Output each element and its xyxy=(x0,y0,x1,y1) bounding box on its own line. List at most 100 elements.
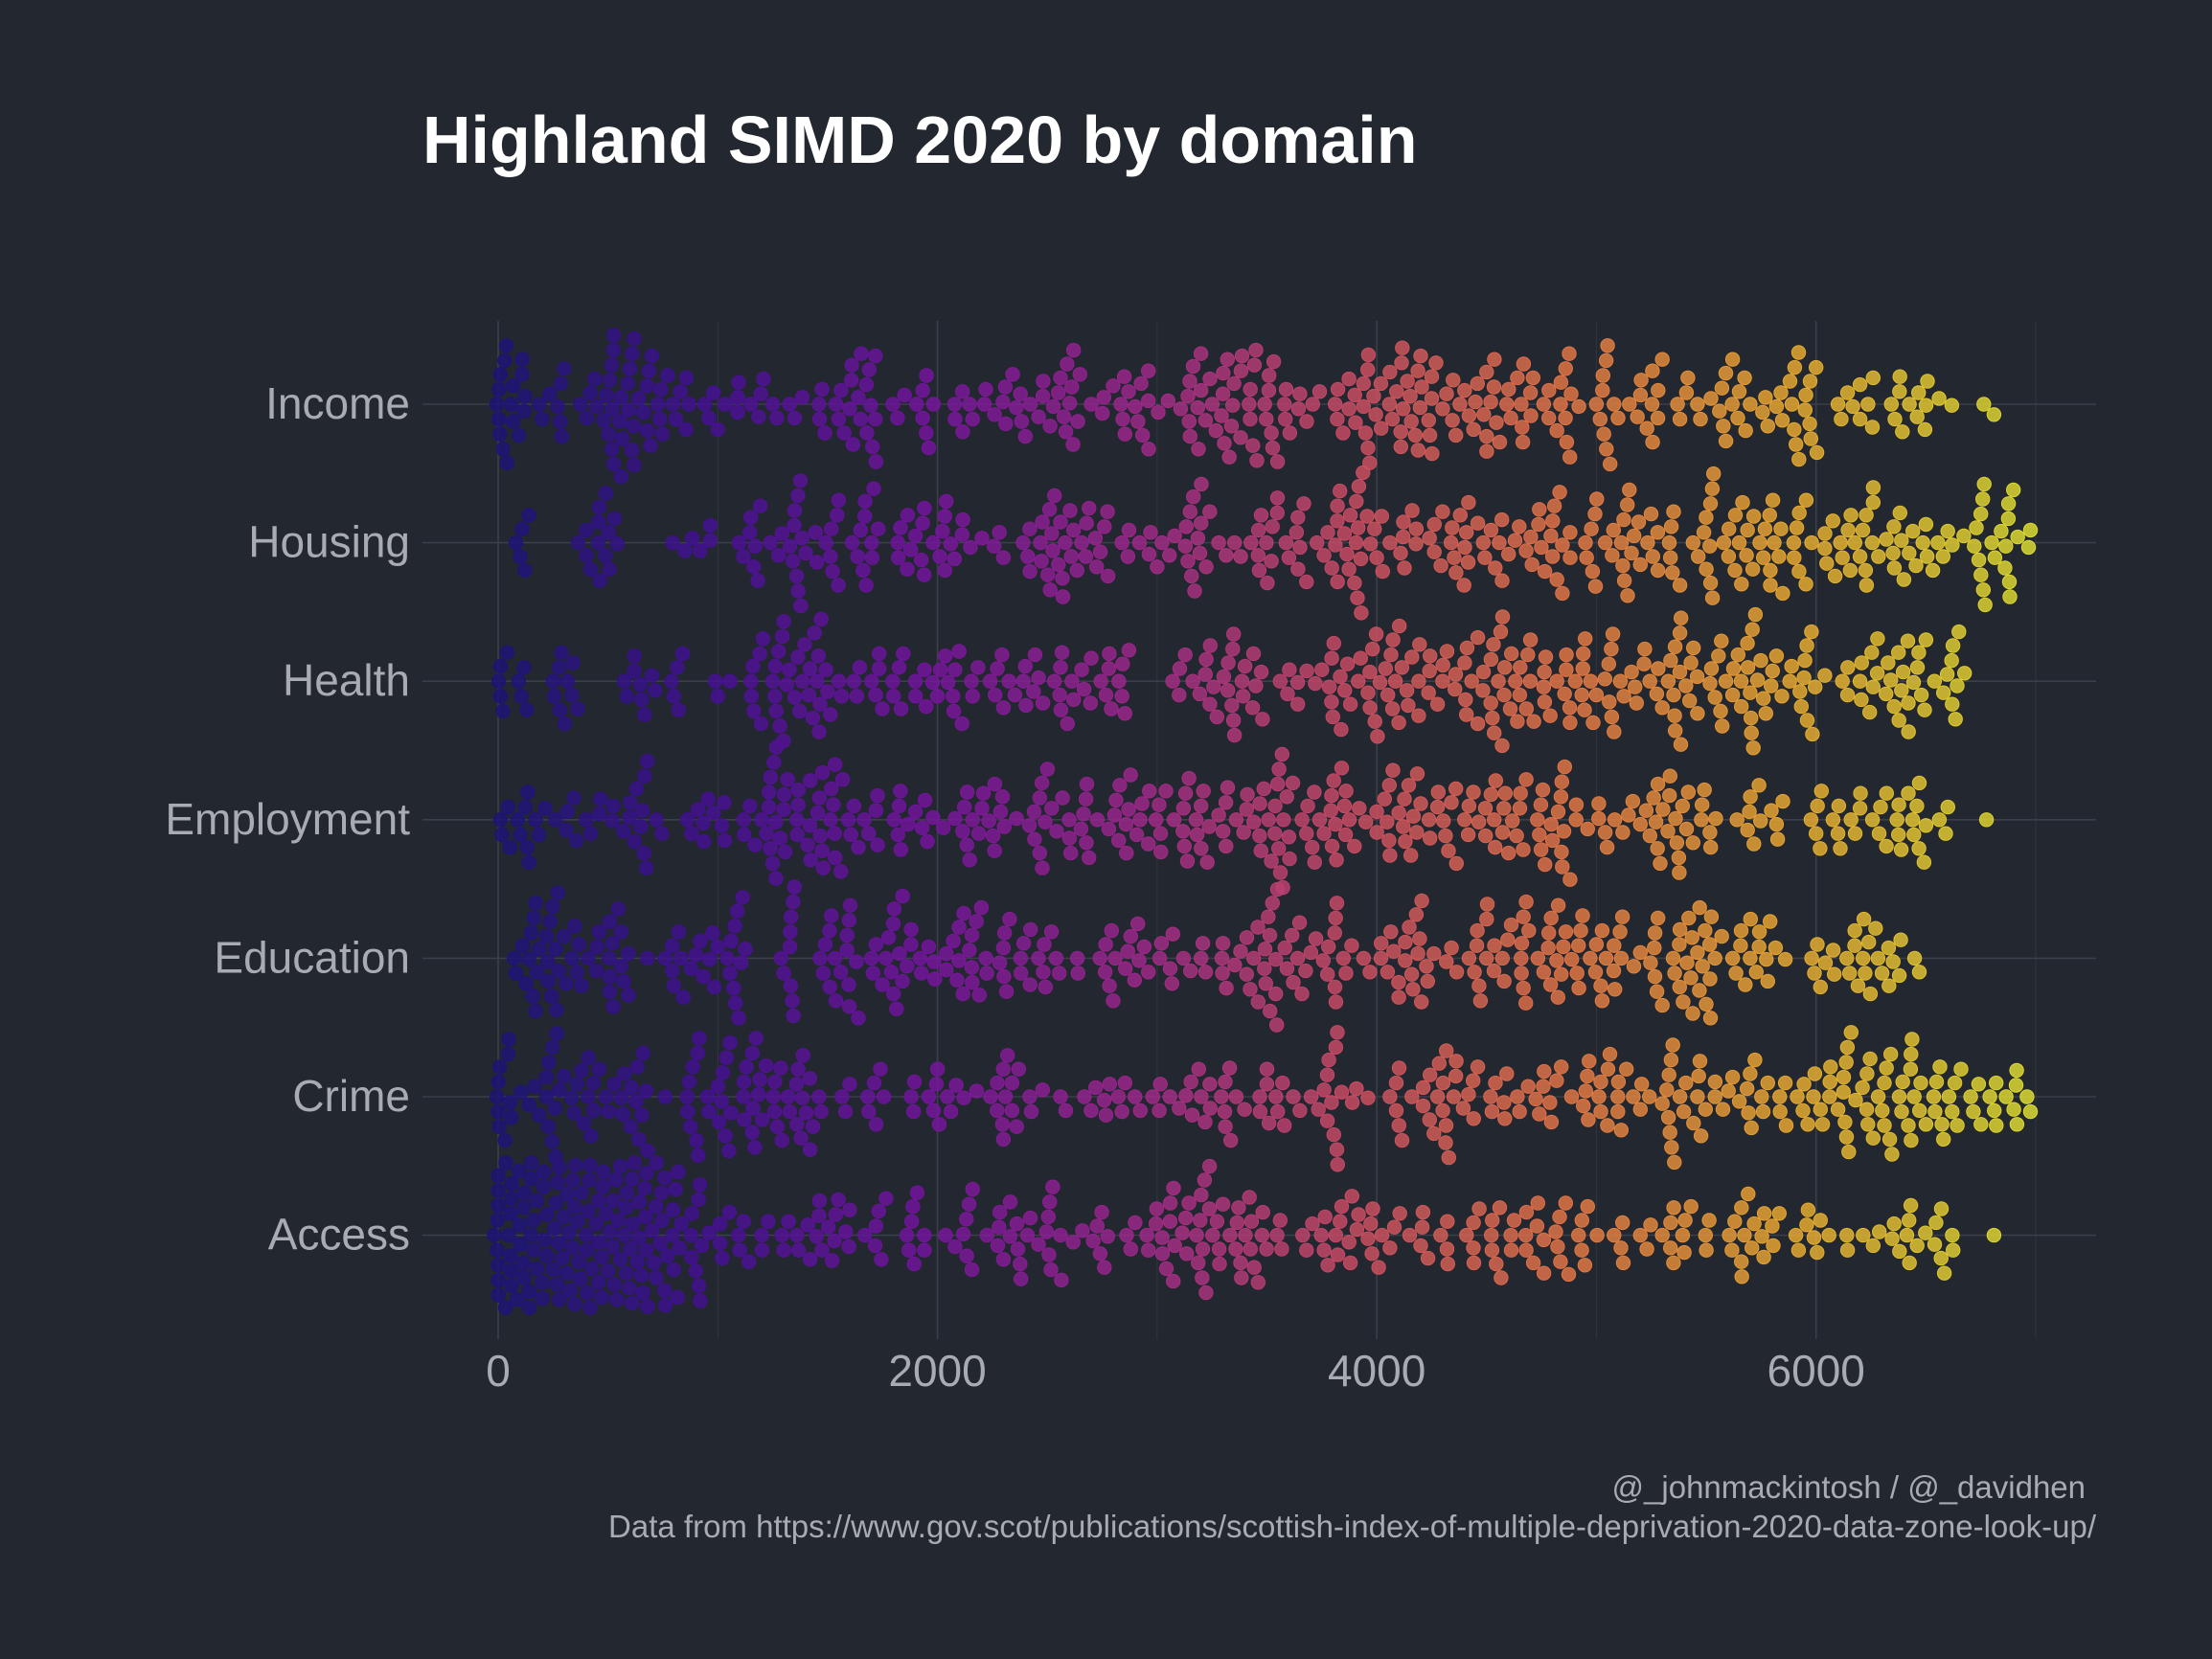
data-point xyxy=(585,1102,602,1119)
data-point xyxy=(787,503,803,518)
data-point xyxy=(555,1250,570,1266)
data-point xyxy=(1650,776,1666,792)
data-point xyxy=(1553,1254,1568,1269)
data-point xyxy=(640,1299,655,1314)
data-point xyxy=(1403,966,1420,982)
data-point xyxy=(1538,649,1554,665)
data-point xyxy=(937,562,952,579)
data-point xyxy=(545,1261,560,1278)
data-point xyxy=(1695,797,1710,812)
data-point xyxy=(1661,534,1677,551)
data-point xyxy=(1615,825,1630,840)
data-point xyxy=(1813,784,1830,799)
data-point xyxy=(946,689,961,704)
data-point xyxy=(1412,399,1428,416)
data-point xyxy=(526,910,541,926)
data-point xyxy=(828,397,844,412)
data-point xyxy=(1514,966,1529,981)
data-point xyxy=(931,1117,947,1132)
data-point xyxy=(1912,1102,1927,1119)
data-point xyxy=(1626,1089,1641,1104)
data-point xyxy=(1771,549,1787,564)
data-point xyxy=(1300,798,1315,814)
data-point xyxy=(1499,397,1515,412)
data-point xyxy=(1372,674,1388,691)
data-point xyxy=(1693,1128,1709,1144)
data-point xyxy=(561,1225,577,1240)
data-point xyxy=(1339,656,1356,671)
data-point xyxy=(919,698,934,715)
data-point xyxy=(1179,853,1196,869)
data-point xyxy=(1225,713,1242,728)
data-point xyxy=(654,1213,670,1228)
data-point xyxy=(549,1002,564,1018)
data-point xyxy=(1702,825,1718,840)
data-point xyxy=(1356,398,1372,415)
data-point xyxy=(1466,421,1481,438)
data-point xyxy=(1487,725,1502,740)
data-point xyxy=(1858,562,1874,579)
data-point xyxy=(1127,972,1143,988)
data-point xyxy=(1022,521,1038,536)
data-point xyxy=(547,812,563,828)
data-point xyxy=(1574,1213,1590,1228)
data-point xyxy=(1772,1089,1788,1104)
data-point xyxy=(1682,693,1698,709)
data-point xyxy=(1938,826,1953,841)
data-point xyxy=(946,933,961,949)
data-point xyxy=(571,1254,586,1269)
data-point xyxy=(502,1095,518,1110)
data-point xyxy=(789,1117,805,1132)
data-point xyxy=(792,703,808,719)
data-point xyxy=(1386,943,1402,959)
data-point xyxy=(925,809,941,826)
beeswarm-plot: IncomeHousingHealthEmploymentEducationCr… xyxy=(165,321,2096,1396)
data-point xyxy=(604,442,620,457)
data-point xyxy=(551,660,567,675)
data-point xyxy=(1334,1084,1350,1100)
data-point xyxy=(1201,1201,1218,1216)
data-point xyxy=(768,871,784,886)
data-point xyxy=(537,801,553,816)
data-point xyxy=(1804,950,1819,966)
data-point xyxy=(1031,1237,1046,1252)
data-point xyxy=(1046,673,1062,689)
data-point xyxy=(553,414,568,429)
data-point xyxy=(1119,845,1134,861)
data-point xyxy=(995,940,1012,956)
data-point xyxy=(1324,694,1339,710)
data-point xyxy=(1233,430,1248,445)
data-point xyxy=(1690,1089,1705,1104)
data-point xyxy=(1065,437,1081,452)
data-point xyxy=(1494,738,1510,754)
data-point xyxy=(1248,342,1264,358)
data-point xyxy=(1206,679,1221,694)
data-point xyxy=(1532,502,1547,517)
data-point xyxy=(1580,1198,1596,1215)
data-point xyxy=(1743,950,1758,966)
data-point xyxy=(1176,838,1193,854)
data-point xyxy=(1414,1219,1430,1235)
data-point xyxy=(846,798,862,814)
data-point xyxy=(1282,425,1298,441)
data-point xyxy=(1663,550,1678,565)
data-point xyxy=(612,1158,628,1174)
data-point xyxy=(1150,559,1165,575)
data-point xyxy=(1664,1140,1679,1155)
data-point xyxy=(811,1208,827,1223)
data-point xyxy=(1525,1255,1541,1271)
data-point xyxy=(1543,528,1559,544)
data-point xyxy=(672,1240,688,1256)
data-point xyxy=(1009,1119,1024,1134)
data-point xyxy=(609,536,626,552)
data-point xyxy=(1264,853,1279,869)
data-point xyxy=(1253,508,1269,523)
data-point xyxy=(644,348,660,364)
data-point xyxy=(1523,408,1539,423)
data-point xyxy=(1070,414,1085,429)
caption-credit: @_johnmackintosh / @_davidhen xyxy=(1611,1469,2086,1505)
data-point xyxy=(823,707,838,722)
data-point xyxy=(1778,1118,1794,1133)
data-point xyxy=(736,1074,752,1090)
data-point xyxy=(1827,966,1842,982)
